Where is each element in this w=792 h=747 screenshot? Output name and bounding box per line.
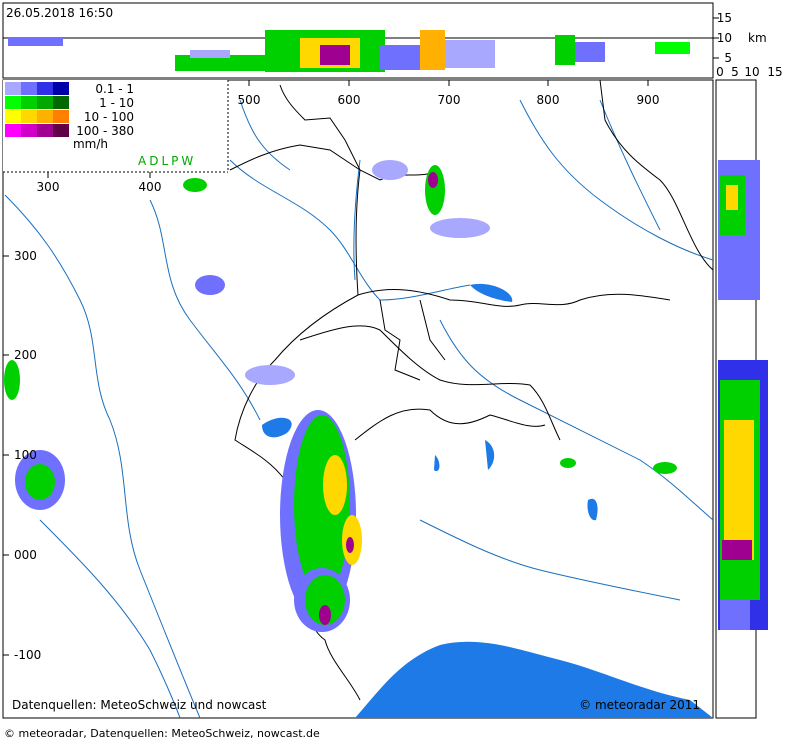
- lake: [587, 498, 598, 521]
- legend-swatch: [5, 82, 21, 95]
- x-label: 600: [338, 93, 361, 107]
- legend-swatch: [53, 82, 69, 95]
- legend-label: 100 - 380: [76, 124, 134, 138]
- legend-swatch: [37, 96, 53, 109]
- y-label: 300: [14, 249, 37, 263]
- legend-swatch: [21, 96, 37, 109]
- timestamp: 26.05.2018 16:50: [6, 6, 113, 20]
- source-right: © meteoradar 2011: [579, 698, 700, 712]
- source-left: Datenquellen: MeteoSchweiz und nowcast: [12, 698, 267, 712]
- legend-swatch: [53, 124, 69, 137]
- credits: © meteoradar, Datenquellen: MeteoSchweiz…: [4, 727, 320, 740]
- x-label: 700: [438, 93, 461, 107]
- legend-swatch: [37, 110, 53, 123]
- y-label: 000: [14, 548, 37, 562]
- legend-swatch: [37, 124, 53, 137]
- y-label: 200: [14, 348, 37, 362]
- profile-top-echoes: [8, 30, 690, 72]
- height-label: 5: [724, 51, 732, 65]
- legend-label: 1 - 10: [99, 96, 134, 110]
- profile-right-echoes: [718, 160, 768, 630]
- x-label: 400: [139, 180, 162, 194]
- height-label: 10: [717, 31, 732, 45]
- rain-echoes: [4, 160, 677, 632]
- width-label: 5: [731, 65, 739, 79]
- legend-swatch: [5, 124, 21, 137]
- legend-swatch: [5, 110, 21, 123]
- station-list: ADLPW: [138, 154, 196, 168]
- legend-swatch: [21, 110, 37, 123]
- x-label: 300: [37, 180, 60, 194]
- x-label: 800: [537, 93, 560, 107]
- legend-swatch: [37, 82, 53, 95]
- lake: [262, 417, 292, 438]
- legend-label: 10 - 100: [84, 110, 134, 124]
- lake: [485, 440, 495, 470]
- y-label: -100: [14, 648, 41, 662]
- x-label: 900: [637, 93, 660, 107]
- width-label: 0: [716, 65, 724, 79]
- legend-swatch: [21, 82, 37, 95]
- width-label: 15: [767, 65, 782, 79]
- y-label: 100: [14, 448, 37, 462]
- height-unit: km: [748, 31, 767, 45]
- height-label: 15: [717, 11, 732, 25]
- lake: [434, 455, 440, 472]
- sea: [355, 641, 713, 718]
- legend-label: 0.1 - 1: [95, 82, 134, 96]
- legend-swatch: [5, 96, 21, 109]
- legend-swatch: [21, 124, 37, 137]
- legend-unit: mm/h: [73, 137, 108, 151]
- legend-swatch: [53, 110, 69, 123]
- rivers: [4, 99, 714, 719]
- x-label: 500: [238, 93, 261, 107]
- lake: [470, 283, 513, 302]
- width-label: 10: [744, 65, 759, 79]
- legend-swatch: [53, 96, 69, 109]
